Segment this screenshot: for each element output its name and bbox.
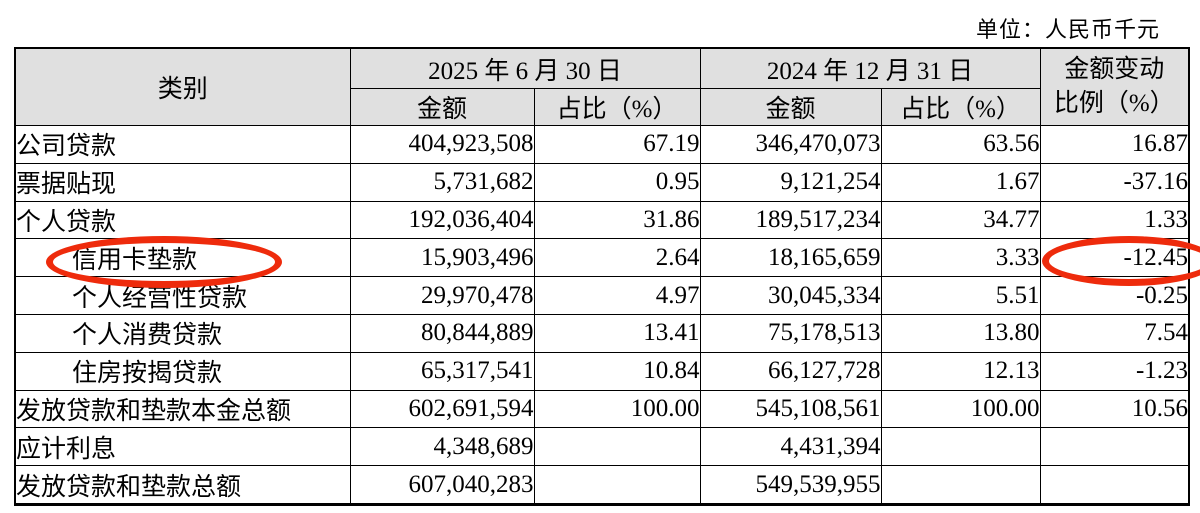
header-category: 类别 — [14, 47, 351, 126]
ratio-2025-cell: 13.41 — [533, 313, 701, 353]
header-change-ratio: 金额变动 比例（%） — [1039, 47, 1190, 126]
header-amount-2025: 金额 — [349, 88, 535, 126]
amount-2024-cell: 75,178,513 — [699, 313, 882, 353]
change-cell: 10.56 — [1039, 389, 1190, 429]
amount-2025-cell: 5,731,682 — [349, 162, 535, 202]
table-row: 住房按揭贷款 65,317,541 10.84 66,127,728 12.13 -1.2… — [14, 351, 1190, 391]
amount-2024-cell: 18,165,659 — [699, 238, 882, 278]
ratio-2025-cell: 31.86 — [533, 200, 701, 240]
category-cell: 信用卡垫款 — [14, 238, 351, 278]
category-cell: 住房按揭贷款 — [14, 351, 351, 391]
change-cell: 1.33 — [1039, 200, 1190, 240]
change-cell: -0.25 — [1039, 276, 1190, 315]
amount-2025-cell: 4,348,689 — [349, 427, 535, 467]
header-amount-2024: 金额 — [699, 88, 882, 126]
change-cell: 7.54 — [1039, 313, 1190, 353]
change-cell — [1039, 465, 1190, 505]
change-cell: -37.16 — [1039, 162, 1190, 202]
table-row: 个人贷款 192,036,404 31.86 189,517,234 34.77 1.33 — [14, 200, 1190, 240]
ratio-2025-cell: 10.84 — [533, 351, 701, 391]
amount-2025-cell: 65,317,541 — [349, 351, 535, 391]
amount-2024-cell: 189,517,234 — [699, 200, 882, 240]
table-row: 发放贷款和垫款本金总额 602,691,594 100.00 545,108,561 1… — [14, 389, 1190, 429]
ratio-2025-cell: 100.00 — [533, 389, 701, 429]
table-row: 应计利息 4,348,689 4,431,394 — [14, 427, 1190, 467]
ratio-2025-cell: 0.95 — [533, 162, 701, 202]
category-cell: 个人消费贷款 — [14, 313, 351, 353]
change-cell: 16.87 — [1039, 125, 1190, 164]
table-row: 个人消费贷款 80,844,889 13.41 75,178,513 13.80 7.54 — [14, 313, 1190, 353]
amount-2025-cell: 192,036,404 — [349, 200, 535, 240]
ratio-2024-cell: 5.51 — [880, 276, 1041, 315]
ratio-2024-cell: 1.67 — [880, 162, 1041, 202]
table-row: 票据贴现 5,731,682 0.95 9,121,254 1.67 -37.16 — [14, 162, 1190, 202]
table-row: 信用卡垫款 15,903,496 2.64 18,165,659 3.33 -12.45 — [14, 238, 1190, 278]
amount-2025-cell: 607,040,283 — [349, 465, 535, 505]
change-cell: -12.45 — [1039, 238, 1190, 278]
ratio-2024-cell: 3.33 — [880, 238, 1041, 278]
ratio-2025-cell: 67.19 — [533, 125, 701, 164]
table-row: 发放贷款和垫款总额 607,040,283 549,539,955 — [14, 465, 1190, 505]
header-ratio-2025: 占比（%） — [533, 88, 701, 126]
ratio-2024-cell: 100.00 — [880, 389, 1041, 429]
ratio-2024-cell — [880, 465, 1041, 505]
ratio-2024-cell: 34.77 — [880, 200, 1041, 240]
amount-2025-cell: 29,970,478 — [349, 276, 535, 315]
amount-2024-cell: 30,045,334 — [699, 276, 882, 315]
category-cell: 票据贴现 — [14, 162, 351, 202]
amount-2024-cell: 545,108,561 — [699, 389, 882, 429]
table-row: 公司贷款 404,923,508 67.19 346,470,073 63.56 16.8… — [14, 125, 1190, 164]
amount-2024-cell: 346,470,073 — [699, 125, 882, 164]
ratio-2025-cell: 4.97 — [533, 276, 701, 315]
amount-2024-cell: 4,431,394 — [699, 427, 882, 467]
amount-2025-cell: 80,844,889 — [349, 313, 535, 353]
ratio-2025-cell: 2.64 — [533, 238, 701, 278]
header-change-line1: 金额变动 — [1064, 56, 1165, 84]
category-cell: 公司贷款 — [14, 125, 351, 164]
amount-2024-cell: 66,127,728 — [699, 351, 882, 391]
header-period-2024: 2024 年 12 月 31 日 — [699, 47, 1041, 89]
category-cell: 应计利息 — [14, 427, 351, 467]
header-period-2025: 2025 年 6 月 30 日 — [349, 47, 701, 89]
table-row: 个人经营性贷款 29,970,478 4.97 30,045,334 5.51 -0.25 — [14, 276, 1190, 315]
category-cell: 个人贷款 — [14, 200, 351, 240]
amount-2024-cell: 549,539,955 — [699, 465, 882, 505]
category-cell: 发放贷款和垫款本金总额 — [14, 389, 351, 429]
header-ratio-2024: 占比（%） — [880, 88, 1041, 126]
amount-2025-cell: 404,923,508 — [349, 125, 535, 164]
ratio-2024-cell: 13.80 — [880, 313, 1041, 353]
category-cell: 个人经营性贷款 — [14, 276, 351, 315]
ratio-2024-cell: 12.13 — [880, 351, 1041, 391]
change-cell: -1.23 — [1039, 351, 1190, 391]
ratio-2024-cell — [880, 427, 1041, 467]
category-cell: 发放贷款和垫款总额 — [14, 465, 351, 505]
header-change-line2: 比例（%） — [1053, 90, 1175, 117]
amount-2025-cell: 602,691,594 — [349, 389, 535, 429]
ratio-2025-cell — [533, 465, 701, 505]
loans-table: 类别 2025 年 6 月 30 日 2024 年 12 月 31 日 金额变动… — [14, 47, 1191, 506]
ratio-2025-cell — [533, 427, 701, 467]
amount-2024-cell: 9,121,254 — [699, 162, 882, 202]
amount-2025-cell: 15,903,496 — [349, 238, 535, 278]
change-cell — [1039, 427, 1190, 467]
ratio-2024-cell: 63.56 — [880, 125, 1041, 164]
unit-label: 单位：人民币千元 — [975, 17, 1160, 42]
